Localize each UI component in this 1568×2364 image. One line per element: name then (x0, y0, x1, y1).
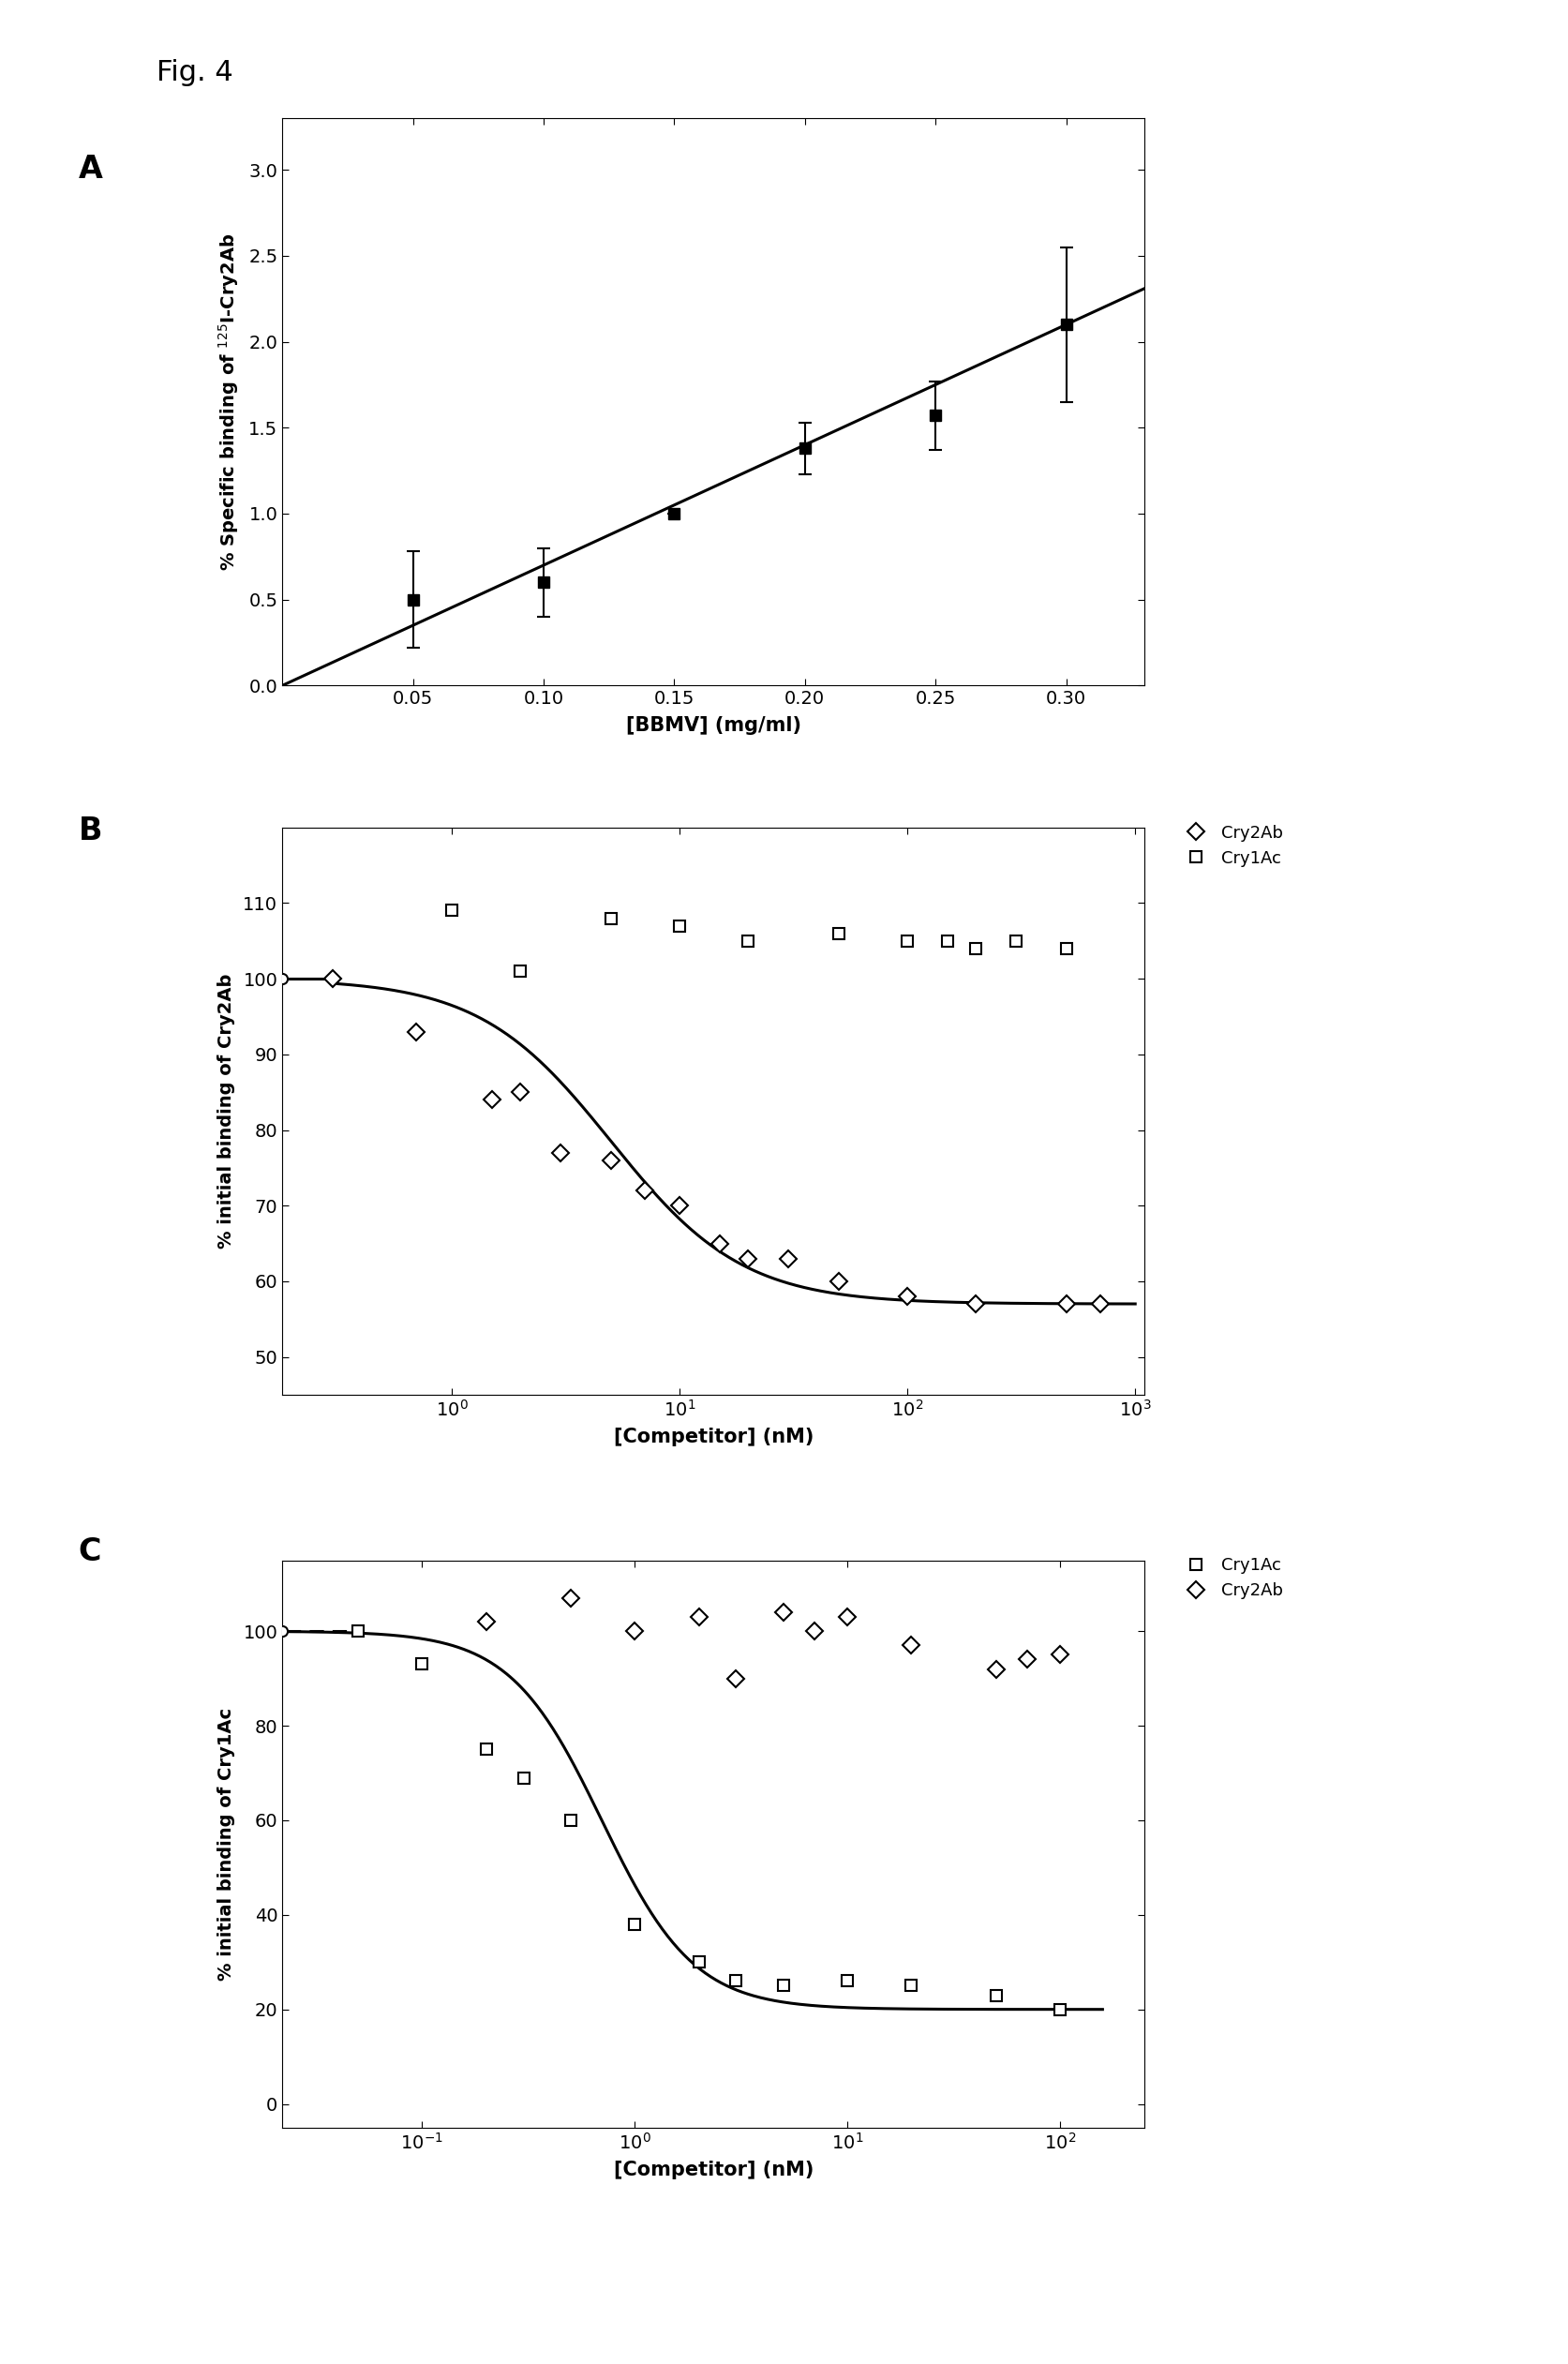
Y-axis label: % Specific binding of $^{125}$I-Cry2Ab: % Specific binding of $^{125}$I-Cry2Ab (216, 234, 241, 570)
Text: Fig. 4: Fig. 4 (157, 59, 234, 85)
Y-axis label: % initial binding of Cry2Ab: % initial binding of Cry2Ab (218, 974, 235, 1248)
Y-axis label: % initial binding of Cry1Ac: % initial binding of Cry1Ac (218, 1707, 235, 1981)
Text: A: A (78, 154, 102, 184)
Text: C: C (78, 1537, 102, 1567)
Text: B: B (78, 816, 102, 846)
Legend: Cry1Ac, Cry2Ab: Cry1Ac, Cry2Ab (1179, 1558, 1283, 1600)
X-axis label: [Competitor] (nM): [Competitor] (nM) (613, 2161, 814, 2180)
X-axis label: [BBMV] (mg/ml): [BBMV] (mg/ml) (626, 716, 801, 735)
X-axis label: [Competitor] (nM): [Competitor] (nM) (613, 1428, 814, 1447)
Legend: Cry2Ab, Cry1Ac: Cry2Ab, Cry1Ac (1179, 825, 1283, 868)
